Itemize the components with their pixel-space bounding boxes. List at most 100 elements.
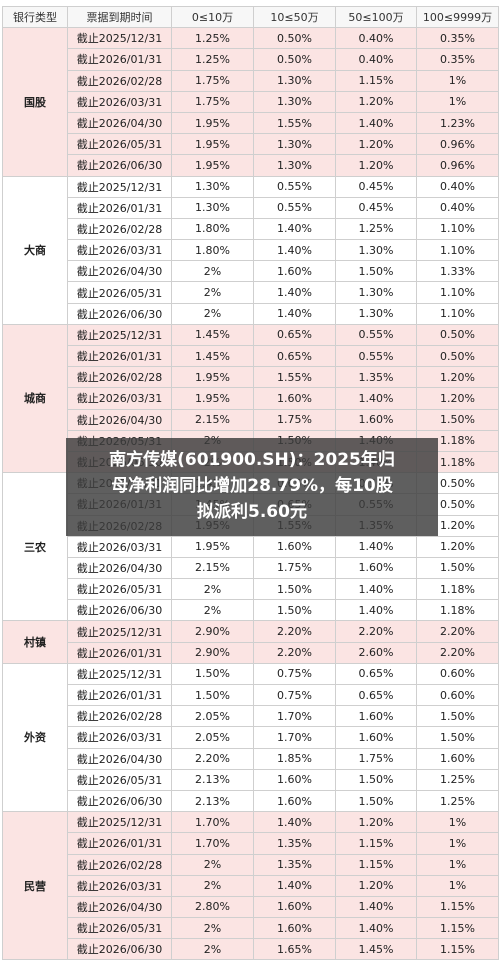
rate-cell: 1.60% bbox=[335, 556, 417, 580]
table-row: 截止2026/01/31 1.70% 1.35% 1.15% 1% bbox=[3, 832, 499, 855]
rate-cell: 1.15% bbox=[335, 832, 417, 855]
rate-cell: 1% bbox=[416, 811, 499, 834]
rate-cell: 0.96% bbox=[416, 133, 499, 156]
rate-cell: 2% bbox=[171, 281, 254, 304]
maturity-cell: 截止2026/05/31 bbox=[67, 578, 172, 601]
rate-cell: 2% bbox=[171, 260, 254, 283]
maturity-cell: 截止2025/12/31 bbox=[67, 175, 172, 198]
rate-cell: 1% bbox=[416, 69, 499, 92]
table-row: 截止2026/06/30 2% 1.65% 1.45% 1.15% bbox=[3, 938, 499, 961]
table-row: 外资 截止2025/12/31 1.50% 0.75% 0.65% 0.60% bbox=[2, 662, 499, 813]
rate-cell: 2.60% bbox=[335, 641, 417, 664]
rate-cell: 1.35% bbox=[253, 832, 336, 855]
table-row: 截止2026/05/31 2.13% 1.60% 1.50% 1.25% bbox=[3, 768, 499, 791]
rate-cell: 2% bbox=[171, 938, 254, 961]
rate-cell: 1.50% bbox=[335, 768, 417, 791]
header-tier-1: 0≤10万 bbox=[171, 5, 254, 29]
header-tier-3: 50≤100万 bbox=[335, 5, 417, 29]
rate-cell: 1.60% bbox=[335, 705, 417, 728]
table-row: 截止2026/03/31 1.80% 1.40% 1.30% 1.10% bbox=[3, 239, 499, 262]
rate-cell: 2.20% bbox=[253, 641, 336, 664]
table-row: 截止2026/06/30 2.13% 1.60% 1.50% 1.25% bbox=[3, 789, 499, 813]
headline-line: 拟派利5.60元 bbox=[197, 502, 307, 522]
table-body: 国股 截止2025/12/31 1.25% 0.50% 0.40% 0.35% 截止2026… bbox=[2, 27, 499, 961]
news-headline-overlay[interactable]: 南方传媒(601900.SH)：2025年归 母净利润同比增加28.79%，每1… bbox=[66, 438, 438, 536]
rate-cell: 0.60% bbox=[416, 683, 499, 707]
rate-cell: 1.20% bbox=[335, 874, 417, 897]
rate-cell: 1.50% bbox=[253, 599, 336, 622]
rate-cell: 1.30% bbox=[253, 69, 336, 92]
rate-cell: 1.95% bbox=[171, 366, 254, 389]
rate-cell: 1.35% bbox=[253, 853, 336, 876]
maturity-cell: 截止2026/03/31 bbox=[67, 90, 172, 113]
rate-cell: 1.18% bbox=[416, 599, 499, 622]
rate-cell: 1.25% bbox=[171, 48, 254, 71]
table-row: 截止2026/05/31 2% 1.40% 1.30% 1.10% bbox=[3, 281, 499, 304]
rate-cell: 0.65% bbox=[253, 344, 336, 368]
rate-cell: 1.30% bbox=[335, 281, 417, 304]
rate-cell: 0.45% bbox=[335, 175, 417, 198]
rate-cell: 1.60% bbox=[253, 387, 336, 410]
rate-cell: 1.60% bbox=[253, 895, 336, 919]
rate-cell: 1.20% bbox=[335, 811, 417, 834]
rate-cell: 1.75% bbox=[253, 408, 336, 431]
maturity-cell: 截止2026/01/31 bbox=[67, 832, 172, 855]
rate-cell: 1.23% bbox=[416, 111, 499, 135]
rate-cell: 1.50% bbox=[171, 662, 254, 686]
rate-cell: 1.25% bbox=[416, 768, 499, 791]
table-row: 国股 截止2025/12/31 1.25% 0.50% 0.40% 0.35% bbox=[2, 27, 499, 177]
rate-cell: 1.20% bbox=[416, 366, 499, 389]
maturity-cell: 截止2026/03/31 bbox=[67, 387, 172, 410]
rate-cell: 1.20% bbox=[335, 133, 417, 156]
rate-cell: 1.60% bbox=[253, 260, 336, 283]
rate-cell: 1.40% bbox=[335, 599, 417, 622]
rate-cell: 1.70% bbox=[171, 832, 254, 855]
table-row: 截止2026/04/30 2.20% 1.85% 1.75% 1.60% bbox=[3, 747, 499, 770]
maturity-cell: 截止2026/02/28 bbox=[67, 69, 172, 92]
maturity-cell: 截止2026/03/31 bbox=[67, 535, 172, 558]
maturity-cell: 截止2025/12/31 bbox=[67, 662, 172, 686]
rate-cell: 1.70% bbox=[253, 726, 336, 749]
table-row: 截止2026/02/28 2.05% 1.70% 1.60% 1.50% bbox=[3, 705, 499, 728]
rate-cell: 1.10% bbox=[416, 302, 499, 325]
rate-cell: 1.40% bbox=[335, 111, 417, 135]
rate-cell: 1.80% bbox=[171, 217, 254, 241]
table-row: 截止2026/02/28 1.80% 1.40% 1.25% 1.10% bbox=[3, 217, 499, 241]
table-row: 截止2026/06/30 2% 1.40% 1.30% 1.10% bbox=[3, 302, 499, 325]
rate-cell: 1.30% bbox=[335, 302, 417, 325]
table-row: 截止2026/01/31 1.50% 0.75% 0.65% 0.60% bbox=[3, 683, 499, 707]
rate-cell: 1.15% bbox=[416, 895, 499, 919]
rate-cell: 0.65% bbox=[335, 683, 417, 707]
rate-cell: 0.60% bbox=[416, 662, 499, 686]
header-bank-type: 银行类型 bbox=[2, 5, 68, 29]
maturity-cell: 截止2026/01/31 bbox=[67, 48, 172, 71]
table-row: 截止2026/04/30 2.15% 1.75% 1.60% 1.50% bbox=[3, 556, 499, 580]
rate-cell: 1.50% bbox=[416, 726, 499, 749]
rate-cell: 0.50% bbox=[253, 27, 336, 50]
table-row: 截止2026/01/31 1.30% 0.55% 0.45% 0.40% bbox=[3, 196, 499, 219]
table-row: 截止2026/03/31 1.95% 1.60% 1.40% 1.20% bbox=[3, 387, 499, 410]
rate-cell: 1.50% bbox=[416, 705, 499, 728]
rate-cell: 0.50% bbox=[416, 344, 499, 368]
bank-type-cell: 外资 bbox=[2, 662, 68, 813]
rate-cell: 0.55% bbox=[335, 344, 417, 368]
maturity-cell: 截止2026/06/30 bbox=[67, 789, 172, 813]
rate-cell: 1.40% bbox=[253, 302, 336, 325]
rate-cell: 1.20% bbox=[416, 387, 499, 410]
table-row: 截止2026/06/30 1.95% 1.30% 1.20% 0.96% bbox=[3, 154, 499, 177]
rate-cell: 1.55% bbox=[253, 111, 336, 135]
rate-cell: 1.75% bbox=[253, 556, 336, 580]
rate-cell: 2% bbox=[171, 853, 254, 876]
rate-cell: 1.75% bbox=[335, 747, 417, 770]
rate-cell: 1.33% bbox=[416, 260, 499, 283]
table-row: 截止2026/04/30 1.95% 1.55% 1.40% 1.23% bbox=[3, 111, 499, 135]
rate-cell: 0.55% bbox=[253, 196, 336, 219]
rate-cell: 1.50% bbox=[253, 578, 336, 601]
rate-cell: 1.30% bbox=[253, 133, 336, 156]
rate-cell: 2.90% bbox=[171, 641, 254, 664]
rate-cell: 1.60% bbox=[253, 535, 336, 558]
rate-cell: 2.20% bbox=[335, 620, 417, 643]
rate-cell: 1.40% bbox=[335, 387, 417, 410]
